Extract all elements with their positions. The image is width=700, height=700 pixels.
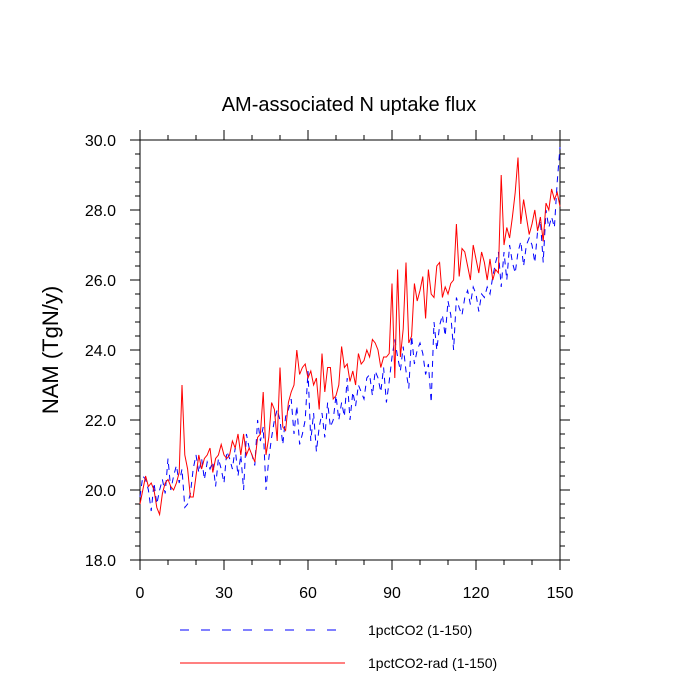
series-line-1 (139, 146, 561, 512)
x-tick-label: 0 (136, 585, 145, 602)
legend-label-1: 1pctCO2 (1-150) (368, 622, 472, 638)
series-lines (139, 146, 561, 517)
y-tick-label: 20.0 (85, 483, 116, 500)
x-tick-label: 150 (547, 585, 574, 602)
axis-tick-labels: 0 30 60 90 120 150 18.0 20.0 22.0 24.0 26.0 28.0 30.… (85, 133, 574, 602)
legend: 1pctCO2 (1-150) 1pctCO2-rad (1-150) (180, 622, 497, 671)
chart-title: AM-associated N uptake flux (222, 94, 477, 116)
y-tick-label: 30.0 (85, 133, 116, 150)
y-tick-label: 22.0 (85, 413, 116, 430)
y-tick-label: 18.0 (85, 553, 116, 570)
y-tick-label: 24.0 (85, 343, 116, 360)
legend-label-2: 1pctCO2-rad (1-150) (368, 655, 497, 671)
axis-ticks (130, 130, 570, 570)
y-tick-label: 28.0 (85, 203, 116, 220)
x-tick-label: 120 (463, 585, 490, 602)
x-tick-label: 60 (299, 585, 317, 602)
plot-frame (139, 139, 561, 561)
x-tick-label: 30 (215, 585, 233, 602)
x-tick-label: 90 (383, 585, 401, 602)
y-axis-label: NAM (TgN/y) (38, 286, 63, 414)
series-line-2 (139, 157, 561, 517)
y-tick-label: 26.0 (85, 273, 116, 290)
